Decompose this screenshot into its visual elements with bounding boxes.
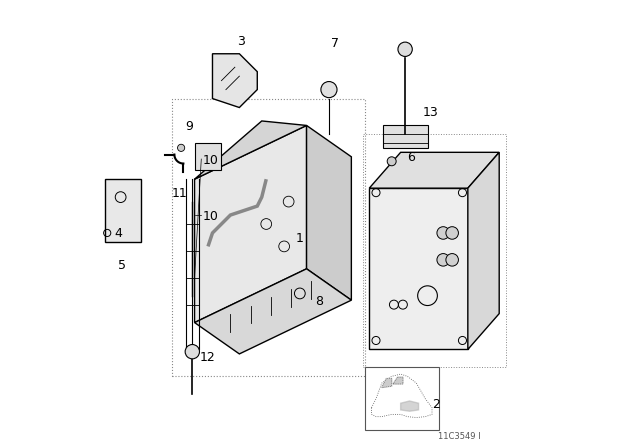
Text: 12: 12 bbox=[200, 351, 216, 364]
Circle shape bbox=[398, 42, 412, 56]
Circle shape bbox=[177, 144, 185, 151]
Circle shape bbox=[387, 157, 396, 166]
Bar bbox=[362, 134, 506, 367]
Bar bbox=[172, 99, 365, 376]
Circle shape bbox=[437, 254, 449, 266]
Polygon shape bbox=[195, 125, 307, 323]
Bar bbox=[365, 367, 439, 430]
Text: 3: 3 bbox=[237, 35, 245, 48]
Text: 4: 4 bbox=[115, 228, 123, 241]
Text: 1: 1 bbox=[296, 232, 303, 245]
Text: 10: 10 bbox=[203, 154, 218, 167]
Text: 6: 6 bbox=[407, 151, 415, 164]
Circle shape bbox=[185, 345, 200, 359]
Text: 8: 8 bbox=[316, 295, 323, 308]
Polygon shape bbox=[105, 179, 141, 242]
Text: 11: 11 bbox=[172, 187, 188, 200]
Polygon shape bbox=[382, 379, 392, 388]
Text: 7: 7 bbox=[332, 37, 339, 50]
Polygon shape bbox=[393, 377, 403, 384]
Text: 9: 9 bbox=[186, 120, 193, 133]
Text: 11C3549 I: 11C3549 I bbox=[438, 432, 480, 441]
Text: 5: 5 bbox=[118, 259, 125, 272]
Text: 13: 13 bbox=[423, 107, 439, 120]
Polygon shape bbox=[195, 121, 307, 179]
Polygon shape bbox=[468, 152, 499, 349]
Circle shape bbox=[294, 288, 305, 299]
Circle shape bbox=[321, 82, 337, 98]
Polygon shape bbox=[307, 125, 351, 300]
Circle shape bbox=[446, 227, 458, 239]
Polygon shape bbox=[212, 54, 257, 108]
Polygon shape bbox=[383, 125, 428, 148]
Circle shape bbox=[446, 254, 458, 266]
Polygon shape bbox=[401, 401, 419, 411]
Polygon shape bbox=[195, 269, 351, 354]
Polygon shape bbox=[195, 143, 221, 170]
Polygon shape bbox=[369, 152, 499, 188]
Text: 10: 10 bbox=[203, 210, 218, 223]
Circle shape bbox=[437, 227, 449, 239]
Polygon shape bbox=[369, 188, 468, 349]
Text: 2: 2 bbox=[432, 398, 440, 411]
